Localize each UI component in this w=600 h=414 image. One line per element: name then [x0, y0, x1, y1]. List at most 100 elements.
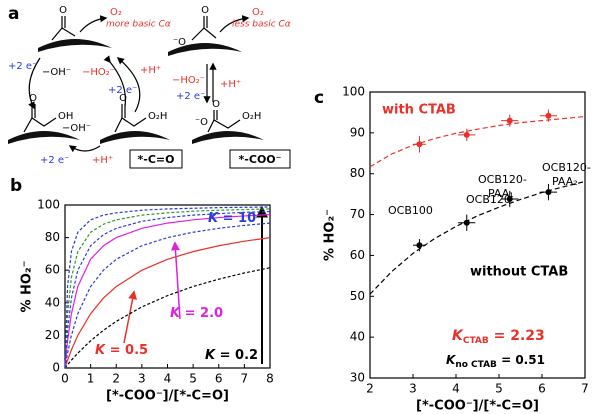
- atom-label: O: [59, 5, 67, 16]
- symbol: K: [95, 343, 106, 358]
- y-tick-label: 30: [350, 371, 365, 385]
- x-tick-label: 2: [112, 372, 120, 386]
- arrow: [170, 241, 181, 320]
- atom-label: O₂H: [148, 111, 167, 122]
- atom-label: O: [29, 93, 37, 104]
- sample-label-line: OCB120-: [478, 173, 527, 186]
- label: O₂: [252, 7, 264, 18]
- label: +2 e⁻: [176, 91, 205, 102]
- y-tick-label: 50: [350, 289, 365, 303]
- atom-label: ⁻O: [195, 117, 208, 128]
- label: less basic Cα: [232, 20, 291, 30]
- y-tick-label: 90: [350, 125, 365, 139]
- point: [506, 117, 513, 124]
- label-box: [229, 149, 291, 169]
- annotation-text: = 0.5: [105, 343, 148, 358]
- y-tick-label: 100: [342, 85, 365, 99]
- sample-label-line: PAA₁: [488, 187, 514, 200]
- x-tick-label: 7: [581, 382, 589, 396]
- series-label: without CTAB: [470, 265, 568, 280]
- annotation: Kno CTAB = 0.51: [446, 353, 545, 370]
- surface: [192, 131, 264, 144]
- surface: [168, 43, 242, 56]
- symbol: K: [446, 353, 457, 367]
- label: −HO₂⁻: [82, 67, 115, 78]
- sample-label-line: OCB120: [466, 193, 511, 206]
- bond: [23, 104, 57, 133]
- point: [545, 189, 552, 196]
- atom-label: O₂H: [242, 111, 261, 122]
- x-tick-label: 1: [87, 372, 95, 386]
- label: +2 e⁻: [8, 61, 37, 72]
- atom-label: O: [212, 99, 220, 110]
- curve: [64, 214, 271, 369]
- panel-a: a O O₂ more basic Cα O ⁻O O₂ less basic …: [8, 4, 291, 169]
- annotation-text: = 0.51: [497, 353, 545, 367]
- annotation: K = 0.5: [95, 343, 148, 358]
- subscript: no CTAB: [455, 360, 497, 370]
- curve: [64, 208, 271, 369]
- surface: [8, 131, 80, 144]
- sample-label-line: PAA₂: [552, 175, 578, 188]
- bond: [51, 16, 76, 41]
- curve: [64, 237, 271, 369]
- y-axis-title: % HO₂⁻: [323, 209, 338, 261]
- annotation-text: = 0.2: [215, 348, 258, 363]
- label: −OH⁻: [42, 67, 71, 78]
- label: more basic Cα: [106, 20, 171, 30]
- x-tick-label: 2: [366, 382, 374, 396]
- panel-label: b: [10, 176, 22, 196]
- x-tick-label: 6: [538, 382, 546, 396]
- y-tick-label: 100: [37, 198, 60, 212]
- label: −OH⁻: [62, 123, 91, 134]
- label-box: [129, 149, 183, 169]
- label: +H⁺: [92, 155, 113, 166]
- curve: [64, 267, 271, 369]
- symbol: K: [170, 306, 181, 321]
- point: [506, 196, 513, 203]
- arrow: [79, 15, 108, 33]
- sample-label-line: OCB120-: [542, 161, 591, 174]
- label: −HO₂⁻: [172, 75, 205, 86]
- arrow: [116, 57, 141, 113]
- annotation: K = 0.2: [205, 348, 258, 363]
- y-tick-label: 40: [45, 295, 60, 309]
- x-tick-label: 4: [164, 372, 172, 386]
- x-tick-label: 7: [241, 372, 249, 386]
- label: +2 e⁻: [40, 155, 69, 166]
- bond: [207, 110, 241, 133]
- surface: [38, 39, 112, 52]
- x-tick-label: 3: [409, 382, 417, 396]
- fit-curve: [369, 115, 586, 168]
- x-axis-title: [*-COO⁻]/[*-C=O]: [106, 389, 229, 404]
- surface: [100, 131, 170, 144]
- annotation: KCTAB = 2.23: [452, 328, 545, 346]
- bond: [191, 16, 217, 41]
- x-tick-label: 4: [452, 382, 460, 396]
- annotation-text: = 2.23: [489, 328, 545, 344]
- annotation: K = 2.0: [170, 306, 223, 321]
- x-tick-label: 5: [495, 382, 503, 396]
- point: [463, 131, 470, 138]
- sample-label: OCB120-PAA₂: [542, 161, 591, 188]
- panel-label: c: [314, 88, 324, 108]
- symbol: K: [208, 211, 219, 226]
- arrow: [103, 55, 127, 107]
- x-axis-title: [*-COO⁻]/[*-C=O]: [416, 399, 539, 414]
- label: O₂: [110, 7, 122, 18]
- annotation: K = 10: [208, 211, 256, 226]
- plot-frame: [369, 91, 586, 379]
- series-label: with CTAB: [382, 103, 456, 118]
- sample-label-line: OCB100: [388, 204, 433, 217]
- symbol: K: [205, 348, 216, 363]
- annotation-text: = 2.0: [180, 306, 223, 321]
- label: +2 e⁻: [108, 85, 137, 96]
- label: *-COO⁻: [239, 153, 282, 166]
- y-tick-label: 80: [45, 230, 60, 244]
- sample-label: OCB120-PAA₁: [478, 173, 527, 200]
- x-tick-label: 5: [189, 372, 197, 386]
- subscript: CTAB: [463, 336, 489, 346]
- atom-label: O: [201, 5, 209, 16]
- panel-label: a: [8, 4, 19, 24]
